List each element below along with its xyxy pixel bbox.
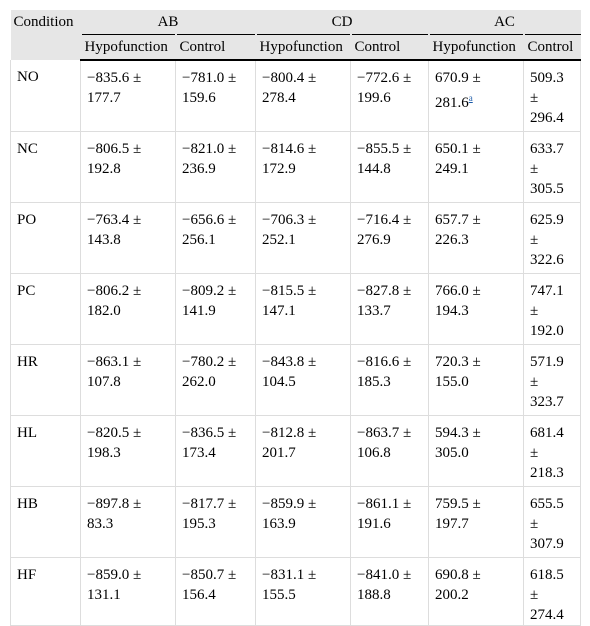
table-cell: −843.8 ± 104.5 <box>255 344 351 416</box>
table-cell: −816.6 ± 185.3 <box>350 344 429 416</box>
table-cell: 720.3 ± 155.0 <box>428 344 524 416</box>
footnote-link[interactable]: a <box>468 93 473 103</box>
table-cell: 759.5 ± 197.7 <box>428 486 524 558</box>
table-cell: −814.6 ± 172.9 <box>255 131 351 203</box>
table-cell: 681.4 ± 218.3 <box>523 415 581 487</box>
table-cell: 766.0 ± 194.3 <box>428 273 524 345</box>
table-row: HL −820.5 ± 198.3 −836.5 ± 173.4 −812.8 ± 2… <box>10 415 581 487</box>
sub-header: Control <box>174 34 256 61</box>
table-cell: −831.1 ± 155.5 <box>255 557 351 626</box>
group-header: AB <box>80 10 256 35</box>
table-cell: −863.1 ± 107.8 <box>80 344 176 416</box>
sub-header: Hypofunction <box>427 34 524 61</box>
table-row: HB −897.8 ± 83.3 −817.7 ± 195.3 −859.9 ± 16… <box>10 486 581 558</box>
table-cell: 509.3 ± 296.4 <box>523 60 581 132</box>
table-cell: −817.7 ± 195.3 <box>175 486 256 558</box>
row-label: NC <box>10 131 81 203</box>
row-label: HR <box>10 344 81 416</box>
row-label: HL <box>10 415 81 487</box>
table-cell: 625.9 ± 322.6 <box>523 202 581 274</box>
sub-header: Hypofunction <box>79 34 176 61</box>
table-cell: −897.8 ± 83.3 <box>80 486 176 558</box>
group-header: AC <box>428 10 581 35</box>
table-row: NC −806.5 ± 192.8 −821.0 ± 236.9 −814.6 ± 1… <box>10 131 581 203</box>
table-cell: −861.1 ± 191.6 <box>350 486 429 558</box>
table-row: PO −763.4 ± 143.8 −656.6 ± 256.1 −706.3 ± 2… <box>10 202 581 274</box>
table-row: HR −863.1 ± 107.8 −780.2 ± 262.0 −843.8 ± 1… <box>10 344 581 416</box>
table-cell: 670.9 ± 281.6a <box>428 60 524 132</box>
header-row: Condition AB CD AC <box>10 10 581 60</box>
table-cell: −820.5 ± 198.3 <box>80 415 176 487</box>
row-label: NO <box>10 60 81 132</box>
sub-header: Hypofunction <box>254 34 351 61</box>
sub-header: Control <box>349 34 429 61</box>
table-cell: −706.3 ± 252.1 <box>255 202 351 274</box>
table-cell: −827.8 ± 133.7 <box>350 273 429 345</box>
row-label: PO <box>10 202 81 274</box>
table-body: NO −835.6 ± 177.7 −781.0 ± 159.6 −800.4 ± 2… <box>10 60 581 626</box>
table-cell: −716.4 ± 276.9 <box>350 202 429 274</box>
table-cell: −781.0 ± 159.6 <box>175 60 256 132</box>
data-table: Condition AB CD AC Hypofunction Control Hy… <box>10 10 581 626</box>
row-label: HF <box>10 557 81 626</box>
table-cell: −859.0 ± 131.1 <box>80 557 176 626</box>
table-cell: 657.7 ± 226.3 <box>428 202 524 274</box>
table-cell: −859.9 ± 163.9 <box>255 486 351 558</box>
table-cell: −863.7 ± 106.8 <box>350 415 429 487</box>
sub-header: Control <box>522 34 581 61</box>
table-cell: −841.0 ± 188.8 <box>350 557 429 626</box>
group-header: CD <box>255 10 429 35</box>
table-row: PC −806.2 ± 182.0 −809.2 ± 141.9 −815.5 ± 1… <box>10 273 581 345</box>
row-label: PC <box>10 273 81 345</box>
table-cell: 618.5 ± 274.4 <box>523 557 581 626</box>
table-row: HF −859.0 ± 131.1 −850.7 ± 156.4 −831.1 ± 1… <box>10 557 581 626</box>
table-cell: −800.4 ± 278.4 <box>255 60 351 132</box>
table-cell: 747.1 ± 192.0 <box>523 273 581 345</box>
table-cell: 650.1 ± 249.1 <box>428 131 524 203</box>
table-cell: 594.3 ± 305.0 <box>428 415 524 487</box>
table-cell: −656.6 ± 256.1 <box>175 202 256 274</box>
header-cell: Condition <box>10 10 81 60</box>
table-cell: −780.2 ± 262.0 <box>175 344 256 416</box>
table-cell: −821.0 ± 236.9 <box>175 131 256 203</box>
table-cell: −835.6 ± 177.7 <box>80 60 176 132</box>
table-cell: −809.2 ± 141.9 <box>175 273 256 345</box>
table-cell: −850.7 ± 156.4 <box>175 557 256 626</box>
table-cell: 690.8 ± 200.2 <box>428 557 524 626</box>
table-cell: −815.5 ± 147.1 <box>255 273 351 345</box>
table-cell: −806.5 ± 192.8 <box>80 131 176 203</box>
table-cell: 571.9 ± 323.7 <box>523 344 581 416</box>
table-cell: −763.4 ± 143.8 <box>80 202 176 274</box>
row-label: HB <box>10 486 81 558</box>
table-cell: −812.8 ± 201.7 <box>255 415 351 487</box>
header-row: Hypofunction Control Hypofunction Control Hy… <box>11 34 581 61</box>
table-cell: 655.5 ± 307.9 <box>523 486 581 558</box>
table-row: NO −835.6 ± 177.7 −781.0 ± 159.6 −800.4 ± 2… <box>10 60 581 132</box>
table-cell: −836.5 ± 173.4 <box>175 415 256 487</box>
table-cell: −772.6 ± 199.6 <box>350 60 429 132</box>
table-cell: 633.7 ± 305.5 <box>523 131 581 203</box>
table-cell: −855.5 ± 144.8 <box>350 131 429 203</box>
cell-value: 670.9 ± 281.6 <box>435 70 481 111</box>
table-cell: −806.2 ± 182.0 <box>80 273 176 345</box>
